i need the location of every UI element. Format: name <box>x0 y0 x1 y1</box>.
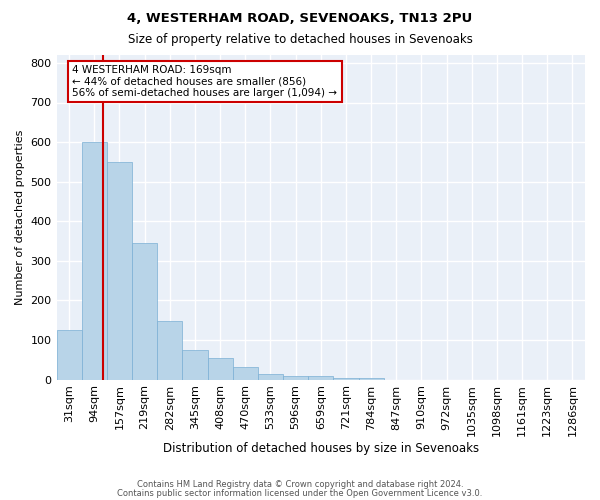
Bar <box>132 243 157 380</box>
Bar <box>258 374 283 380</box>
Bar <box>334 378 359 380</box>
Bar <box>56 330 82 380</box>
Bar <box>283 376 308 380</box>
Bar <box>82 142 107 380</box>
Bar <box>308 376 334 380</box>
Text: 4, WESTERHAM ROAD, SEVENOAKS, TN13 2PU: 4, WESTERHAM ROAD, SEVENOAKS, TN13 2PU <box>127 12 473 26</box>
Bar <box>233 367 258 380</box>
Bar <box>208 358 233 380</box>
Bar <box>359 378 383 380</box>
X-axis label: Distribution of detached houses by size in Sevenoaks: Distribution of detached houses by size … <box>163 442 479 455</box>
Bar <box>107 162 132 380</box>
Bar <box>182 350 208 380</box>
Text: Size of property relative to detached houses in Sevenoaks: Size of property relative to detached ho… <box>128 32 472 46</box>
Text: Contains public sector information licensed under the Open Government Licence v3: Contains public sector information licen… <box>118 488 482 498</box>
Y-axis label: Number of detached properties: Number of detached properties <box>15 130 25 305</box>
Text: Contains HM Land Registry data © Crown copyright and database right 2024.: Contains HM Land Registry data © Crown c… <box>137 480 463 489</box>
Bar <box>157 321 182 380</box>
Text: 4 WESTERHAM ROAD: 169sqm
← 44% of detached houses are smaller (856)
56% of semi-: 4 WESTERHAM ROAD: 169sqm ← 44% of detach… <box>73 64 337 98</box>
